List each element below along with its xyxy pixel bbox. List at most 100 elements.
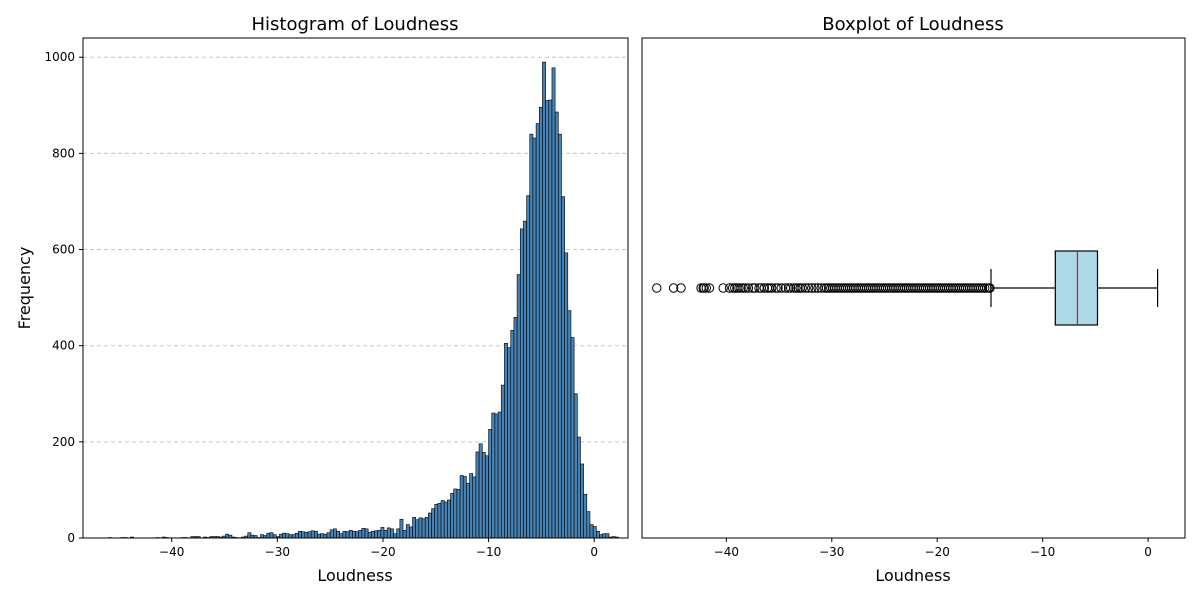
histogram-bar bbox=[359, 530, 362, 538]
histogram-y-tick-label: 0 bbox=[67, 531, 75, 545]
histogram-bar bbox=[273, 535, 276, 538]
histogram-bar bbox=[498, 412, 501, 538]
histogram-bar bbox=[346, 532, 349, 538]
histogram-bar bbox=[349, 530, 352, 538]
histogram-bar bbox=[381, 527, 384, 538]
histogram-bar bbox=[432, 509, 435, 538]
histogram-bar bbox=[419, 518, 422, 538]
histogram-bar bbox=[504, 343, 507, 538]
histogram-bar bbox=[279, 534, 282, 538]
histogram-title: Histogram of Loudness bbox=[252, 14, 459, 35]
histogram-bar bbox=[565, 253, 568, 538]
histogram-bar bbox=[470, 474, 473, 538]
histogram-bar bbox=[305, 532, 308, 538]
histogram-bar bbox=[340, 534, 343, 538]
histogram-bar bbox=[593, 526, 596, 538]
histogram-bar bbox=[400, 519, 403, 538]
boxplot-x-tick-label: −30 bbox=[819, 545, 844, 559]
boxplot-x-tick-label: 0 bbox=[1144, 545, 1152, 559]
histogram-bar bbox=[460, 476, 463, 539]
histogram-bar bbox=[422, 519, 425, 538]
histogram-y-tick-label: 200 bbox=[52, 435, 75, 449]
histogram-bar bbox=[248, 533, 251, 538]
histogram-bar bbox=[514, 317, 517, 538]
histogram-bar bbox=[530, 134, 533, 538]
boxplot-x-axis-label: Loudness bbox=[875, 566, 950, 585]
histogram-bar bbox=[368, 532, 371, 538]
histogram-bar bbox=[520, 229, 523, 538]
histogram-bar bbox=[330, 530, 333, 538]
histogram-bar bbox=[568, 311, 571, 538]
histogram-bar bbox=[444, 502, 447, 538]
histogram-bar bbox=[536, 124, 539, 538]
histogram-bar bbox=[378, 530, 381, 538]
histogram-bar bbox=[596, 531, 599, 538]
boxplot-box bbox=[1055, 251, 1097, 325]
boxplot-x-tick-label: −20 bbox=[925, 545, 950, 559]
histogram-bar bbox=[574, 394, 577, 538]
histogram-bar bbox=[352, 531, 355, 538]
histogram-bar bbox=[267, 533, 270, 538]
histogram-y-tick-label: 1000 bbox=[44, 50, 75, 64]
histogram-bar bbox=[599, 535, 602, 538]
histogram-y-tick-label: 600 bbox=[52, 243, 75, 257]
histogram-bar bbox=[454, 489, 457, 538]
histogram-bar bbox=[283, 533, 286, 538]
histogram-bar bbox=[365, 529, 368, 538]
histogram-bar bbox=[584, 494, 587, 538]
histogram-bar bbox=[441, 501, 444, 539]
histogram-bar bbox=[580, 464, 583, 538]
histogram-bar bbox=[384, 530, 387, 538]
histogram-bar bbox=[523, 221, 526, 538]
histogram-x-tick-label: −30 bbox=[265, 545, 290, 559]
histogram-bar bbox=[603, 534, 606, 538]
histogram-bar bbox=[558, 134, 561, 538]
boxplot-x-tick-label: −40 bbox=[714, 545, 739, 559]
histogram-bar bbox=[356, 532, 359, 538]
histogram-bar bbox=[403, 530, 406, 538]
histogram-bar bbox=[508, 348, 511, 538]
histogram-bar bbox=[495, 414, 498, 538]
histogram-bar bbox=[295, 533, 298, 538]
histogram-bar bbox=[447, 500, 450, 538]
histogram-bar bbox=[375, 531, 378, 538]
boxplot-outliers bbox=[653, 284, 995, 292]
histogram-bar bbox=[327, 533, 330, 538]
histogram-bar bbox=[590, 525, 593, 538]
histogram-bar bbox=[577, 437, 580, 538]
histogram-bar bbox=[542, 62, 545, 538]
histogram-bar bbox=[362, 528, 365, 538]
histogram-bar bbox=[289, 535, 292, 538]
histogram-bar bbox=[343, 531, 346, 538]
histogram-bar bbox=[555, 112, 558, 538]
histogram-bar bbox=[438, 503, 441, 538]
histogram-y-ticks: 0 200 400 600 800 1000 bbox=[44, 50, 83, 545]
histogram-bar bbox=[270, 533, 273, 538]
histogram-y-tick-label: 800 bbox=[52, 146, 75, 160]
histogram-bar bbox=[606, 534, 609, 538]
histogram-x-tick-label: −20 bbox=[370, 545, 395, 559]
histogram-bar bbox=[416, 520, 419, 538]
histogram-bar bbox=[479, 444, 482, 538]
histogram-bar bbox=[485, 456, 488, 538]
histogram-bar bbox=[413, 517, 416, 538]
histogram-bar bbox=[527, 196, 530, 538]
histogram-x-tick-label: −40 bbox=[159, 545, 184, 559]
histogram-bar bbox=[406, 525, 409, 538]
histogram-bar bbox=[533, 138, 536, 538]
histogram-bar bbox=[333, 529, 336, 538]
histogram-bar bbox=[482, 452, 485, 538]
histogram-bar bbox=[314, 531, 317, 538]
histogram-bar bbox=[336, 531, 339, 538]
histogram-bar bbox=[226, 534, 229, 538]
histogram-y-axis-label: Frequency bbox=[15, 247, 34, 330]
histogram-y-tick-label: 400 bbox=[52, 339, 75, 353]
histogram-bar bbox=[317, 534, 320, 538]
boxplot-x-tick-label: −10 bbox=[1030, 545, 1055, 559]
histogram-bar bbox=[549, 100, 552, 538]
histogram-bar bbox=[476, 452, 479, 538]
histogram-bar bbox=[457, 489, 460, 538]
